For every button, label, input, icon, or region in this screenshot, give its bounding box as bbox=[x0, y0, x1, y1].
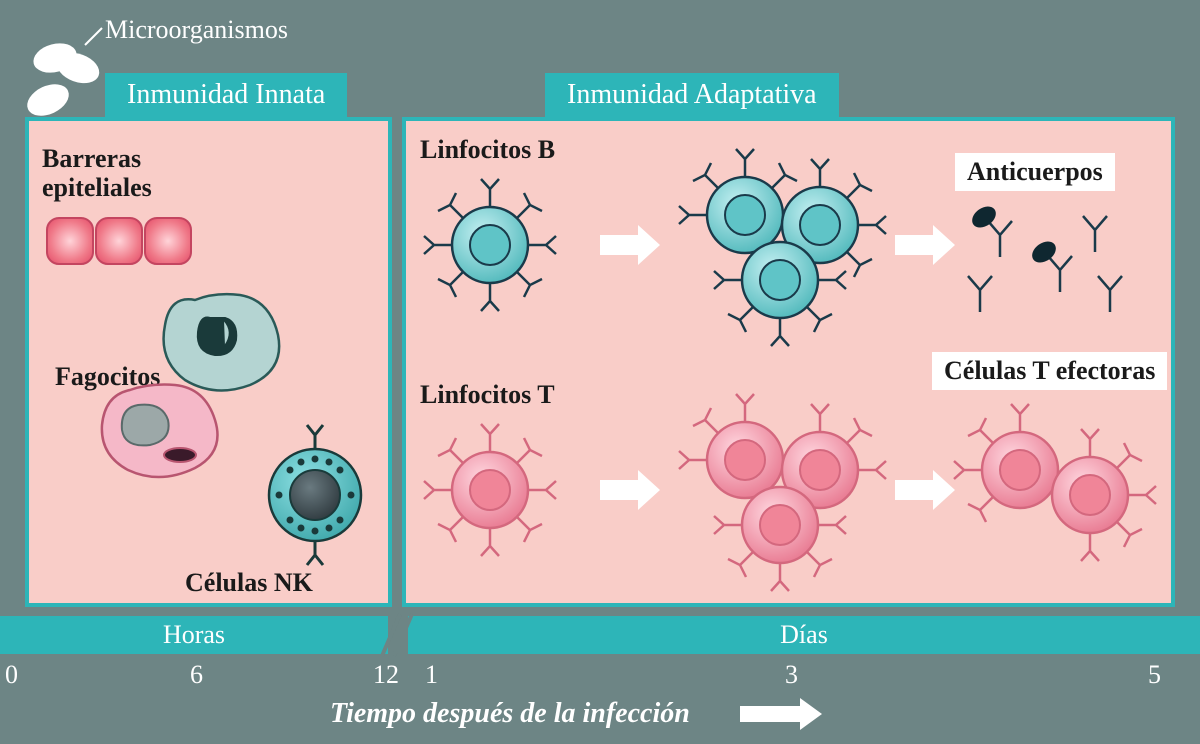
axis-arrow-icon bbox=[740, 698, 822, 730]
tcells-label: Linfocitos T bbox=[420, 380, 555, 410]
innate-header: Inmunidad Innata bbox=[105, 73, 347, 117]
epithelial-label: Barrerasepiteliales bbox=[42, 145, 152, 202]
phagocytes-label: Fagocitos bbox=[55, 362, 160, 392]
adaptive-header: Inmunidad Adaptativa bbox=[545, 73, 839, 117]
axis-label: Tiempo después de la infección bbox=[330, 698, 690, 730]
tick-0: 0 bbox=[5, 660, 18, 690]
tick-12: 12 bbox=[373, 660, 399, 690]
nk-label: Células NK bbox=[185, 568, 313, 598]
effector-label: Células T efectoras bbox=[932, 352, 1167, 390]
tick-6: 6 bbox=[190, 660, 203, 690]
tick-3: 3 bbox=[785, 660, 798, 690]
tick-5: 5 bbox=[1148, 660, 1161, 690]
microorganisms-icon bbox=[22, 28, 103, 122]
antibodies-label: Anticuerpos bbox=[955, 153, 1115, 191]
microorganisms-label: Microorganismos bbox=[105, 15, 288, 45]
bcells-label: Linfocitos B bbox=[420, 135, 555, 165]
epithelial-text: Barrerasepiteliales bbox=[42, 145, 152, 202]
tick-1: 1 bbox=[425, 660, 438, 690]
hours-bar: Horas bbox=[0, 616, 388, 654]
days-bar: Días bbox=[408, 616, 1200, 654]
